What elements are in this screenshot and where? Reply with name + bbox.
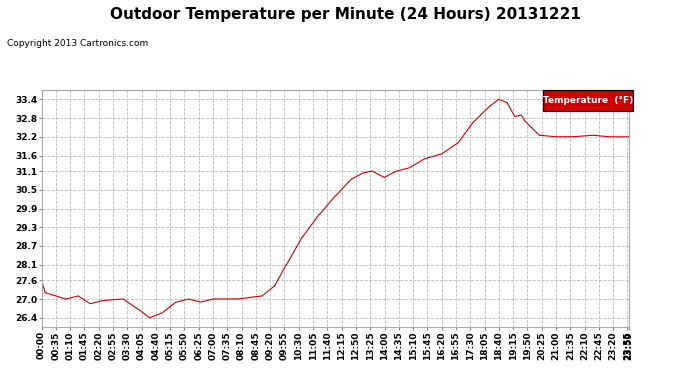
Text: Copyright 2013 Cartronics.com: Copyright 2013 Cartronics.com bbox=[7, 39, 148, 48]
Text: Temperature  (°F): Temperature (°F) bbox=[542, 96, 633, 105]
Text: Outdoor Temperature per Minute (24 Hours) 20131221: Outdoor Temperature per Minute (24 Hours… bbox=[110, 8, 580, 22]
